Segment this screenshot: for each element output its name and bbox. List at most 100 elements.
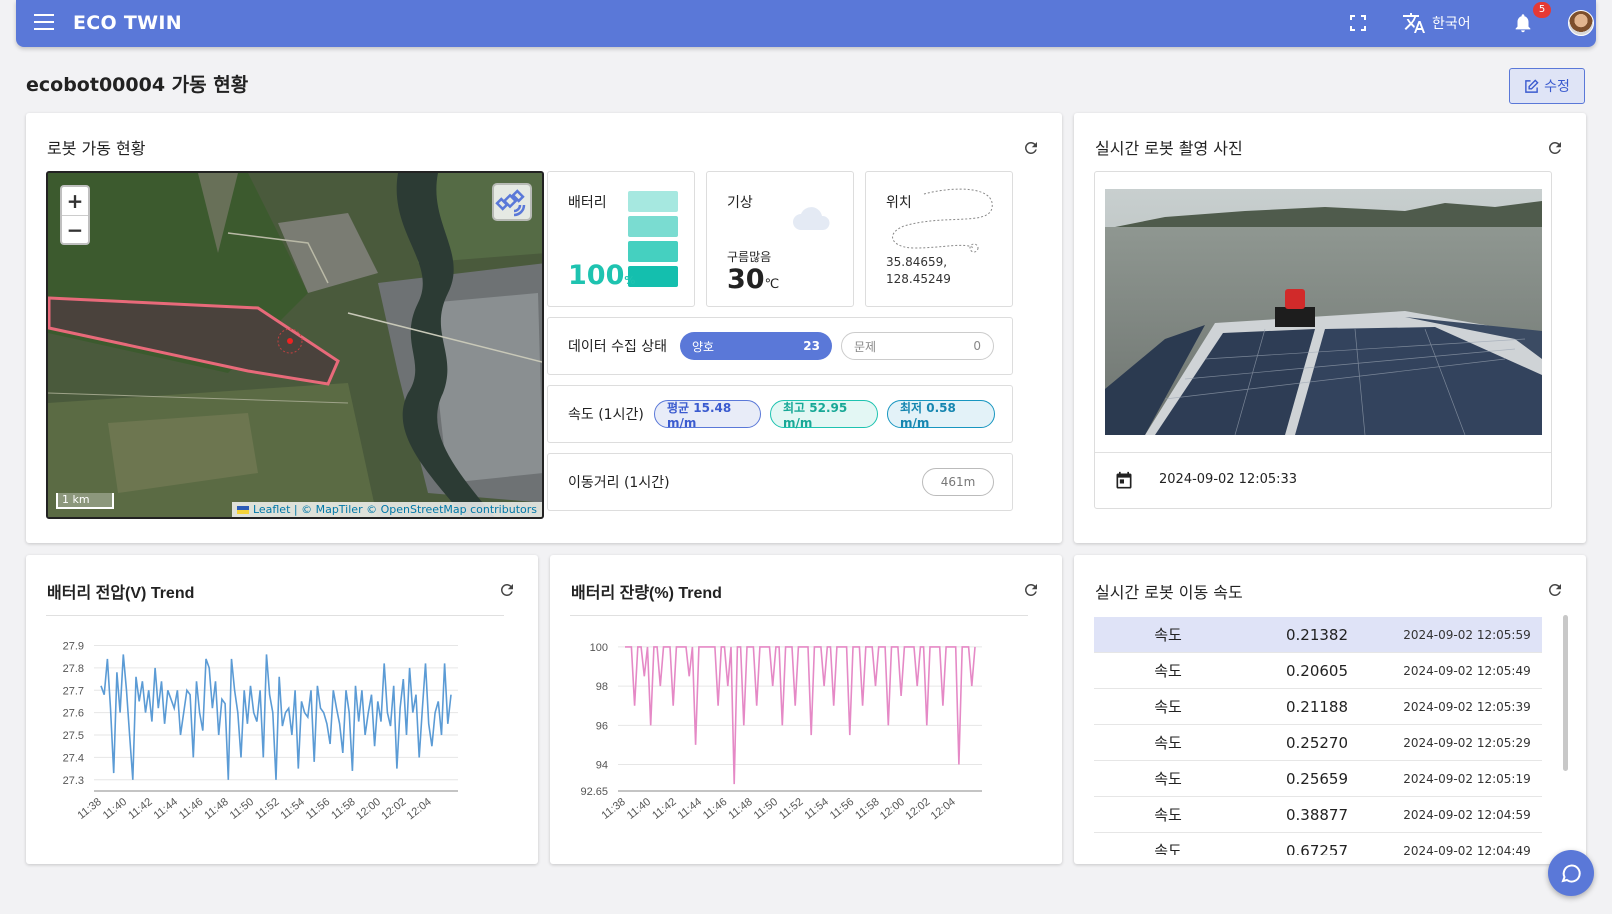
speed-label: 속도 (1154, 698, 1182, 716)
location-tile: 위치 35.84659, 128.45249 (865, 171, 1013, 307)
table-row[interactable]: 속도 0.25659 2024-09-02 12:05:19 (1094, 761, 1542, 797)
photo-frame: 2024-09-02 12:05:33 (1094, 171, 1552, 509)
y-tick-label: 27.9 (63, 640, 84, 652)
speed-value: 0.38877 (1285, 805, 1349, 824)
distance-row: 이동거리 (1시간) 461m (547, 453, 1013, 511)
speed-max-pill: 최고 52.95 m/m (770, 400, 878, 430)
location-coordinates: 35.84659, 128.45249 (886, 255, 951, 286)
x-tick-label: 11:58 (329, 796, 357, 822)
x-tick-label: 11:46 (177, 796, 205, 822)
table-row[interactable]: 속도 0.67257 2024-09-02 12:04:49 (1094, 833, 1542, 856)
table-row[interactable]: 속도 0.21382 2024-09-02 12:05:59 (1094, 617, 1542, 653)
x-tick-label: 11:42 (650, 796, 678, 822)
route-icon (892, 188, 993, 253)
x-tick-label: 11:38 (75, 796, 103, 822)
fullscreen-icon[interactable] (1349, 14, 1367, 32)
speed-timestamp: 2024-09-02 12:05:49 (1403, 663, 1531, 678)
voltage-trend-card: 배터리 전압(V) Trend 27.3 27.4 27.5 27.6 27.7 27.8… (26, 555, 538, 864)
speed-timestamp: 2024-09-02 12:05:39 (1403, 699, 1531, 714)
y-tick-label: 27.4 (63, 752, 84, 764)
distance-value: 461m (922, 468, 994, 496)
battery-tile: 배터리 100% (547, 171, 695, 307)
x-tick-label: 11:56 (828, 796, 856, 822)
refresh-icon[interactable] (498, 581, 516, 599)
x-tick-label: 11:58 (853, 796, 881, 822)
battery-bar (628, 216, 678, 237)
avatar[interactable] (1568, 10, 1594, 36)
layer-toggle-button[interactable] (492, 183, 532, 221)
speed-label: 속도 (1시간) (568, 407, 644, 423)
speed-value: 0.21188 (1285, 697, 1349, 716)
robot-status-card: 로봇 가동 현황 + − 1 km (26, 113, 1062, 543)
refresh-icon[interactable] (1546, 139, 1564, 157)
battery-bar (628, 266, 678, 287)
bell-icon[interactable] (1512, 12, 1534, 34)
edit-button[interactable]: 수정 (1509, 68, 1585, 104)
data-collection-row: 데이터 수집 상태 양호 23 문제 0 (547, 317, 1013, 375)
speed-summary-row: 속도 (1시간) 평균 15.48 m/m 최고 52.95 m/m 최저 0.… (547, 385, 1013, 443)
edit-icon (1525, 78, 1539, 93)
satellite-icon (495, 189, 526, 217)
x-tick-label: 11:52 (777, 796, 805, 822)
attribution-text[interactable]: | © MapTiler © OpenStreetMap contributor… (293, 503, 537, 516)
x-tick-label: 11:52 (253, 796, 281, 822)
chat-icon (1561, 864, 1581, 883)
status-bad-pill[interactable]: 문제 0 (841, 332, 994, 360)
speed-value: 0.25659 (1285, 769, 1349, 788)
divider (46, 615, 504, 616)
x-tick-label: 12:04 (405, 796, 434, 822)
table-row[interactable]: 속도 0.21188 2024-09-02 12:05:39 (1094, 689, 1542, 725)
voltage-chart: 27.327.427.527.627.727.827.911:3811:4011… (63, 640, 458, 822)
robot-camera-photo[interactable] (1105, 189, 1542, 435)
card-title: 실시간 로봇 이동 속도 (1095, 583, 1243, 602)
x-tick-label: 12:02 (379, 796, 408, 822)
x-tick-label: 11:42 (126, 796, 154, 822)
x-tick-label: 11:38 (599, 796, 627, 822)
cloud-icon (793, 207, 830, 230)
language-selector[interactable]: 한국어 (1432, 16, 1471, 32)
speed-label: 속도 (1154, 662, 1182, 680)
x-tick-label: 12:00 (354, 796, 383, 822)
card-title: 실시간 로봇 촬영 사진 (1095, 139, 1243, 158)
zoom-in-button[interactable]: + (62, 187, 88, 216)
speed-label: 속도 (1154, 734, 1182, 752)
refresh-icon[interactable] (1022, 139, 1040, 157)
speed-timestamp: 2024-09-02 12:05:59 (1403, 627, 1531, 642)
chat-button[interactable] (1548, 850, 1594, 896)
refresh-icon[interactable] (1546, 581, 1564, 599)
battery-bar (628, 241, 678, 262)
speed-avg-pill: 평균 15.48 m/m (654, 400, 761, 430)
satellite-map[interactable]: + − 1 km Leaflet | © MapTiler © OpenStre… (46, 171, 544, 519)
calendar-icon (1116, 471, 1132, 489)
edit-label: 수정 (1544, 79, 1570, 95)
y-tick-label: 100 (590, 642, 608, 654)
capacity-trend-card: 배터리 잔량(%) Trend 92.65 94 96 98 100 11:38 11:40… (550, 555, 1062, 864)
menu-icon[interactable] (34, 14, 54, 32)
speed-table[interactable]: 속도 0.21382 2024-09-02 12:05:59 속도 0.20605 202… (1094, 617, 1542, 855)
speed-timestamp: 2024-09-02 12:04:59 (1403, 807, 1531, 822)
battery-bar (628, 191, 678, 212)
x-tick-label: 11:48 (726, 796, 754, 822)
speed-timestamp: 2024-09-02 12:05:19 (1403, 771, 1531, 786)
y-tick-label: 27.6 (63, 708, 84, 720)
speed-value: 0.20605 (1285, 661, 1349, 680)
table-row[interactable]: 속도 0.20605 2024-09-02 12:05:49 (1094, 653, 1542, 689)
refresh-icon[interactable] (1022, 581, 1040, 599)
table-row[interactable]: 속도 0.38877 2024-09-02 12:04:59 (1094, 797, 1542, 833)
y-tick-label: 92.65 (580, 786, 608, 798)
battery-value: 100% (568, 260, 636, 291)
robot-photo-card: 실시간 로봇 촬영 사진 (1074, 113, 1586, 543)
card-title: 배터리 전압(V) Trend (47, 585, 195, 602)
page-title: ecobot00004 가동 현황 (26, 74, 249, 96)
leaflet-link[interactable]: Leaflet (252, 503, 291, 516)
y-tick-label: 96 (596, 720, 608, 732)
y-tick-label: 94 (596, 760, 608, 772)
weather-label: 기상 (727, 195, 753, 211)
distance-label: 이동거리 (1시간) (568, 475, 670, 491)
translate-icon[interactable] (1402, 11, 1426, 35)
table-row[interactable]: 속도 0.25270 2024-09-02 12:05:29 (1094, 725, 1542, 761)
zoom-out-button[interactable]: − (66, 218, 84, 242)
scrollbar[interactable] (1563, 615, 1568, 771)
status-good-pill[interactable]: 양호 23 (680, 332, 832, 360)
bad-label: 문제 (854, 339, 877, 354)
